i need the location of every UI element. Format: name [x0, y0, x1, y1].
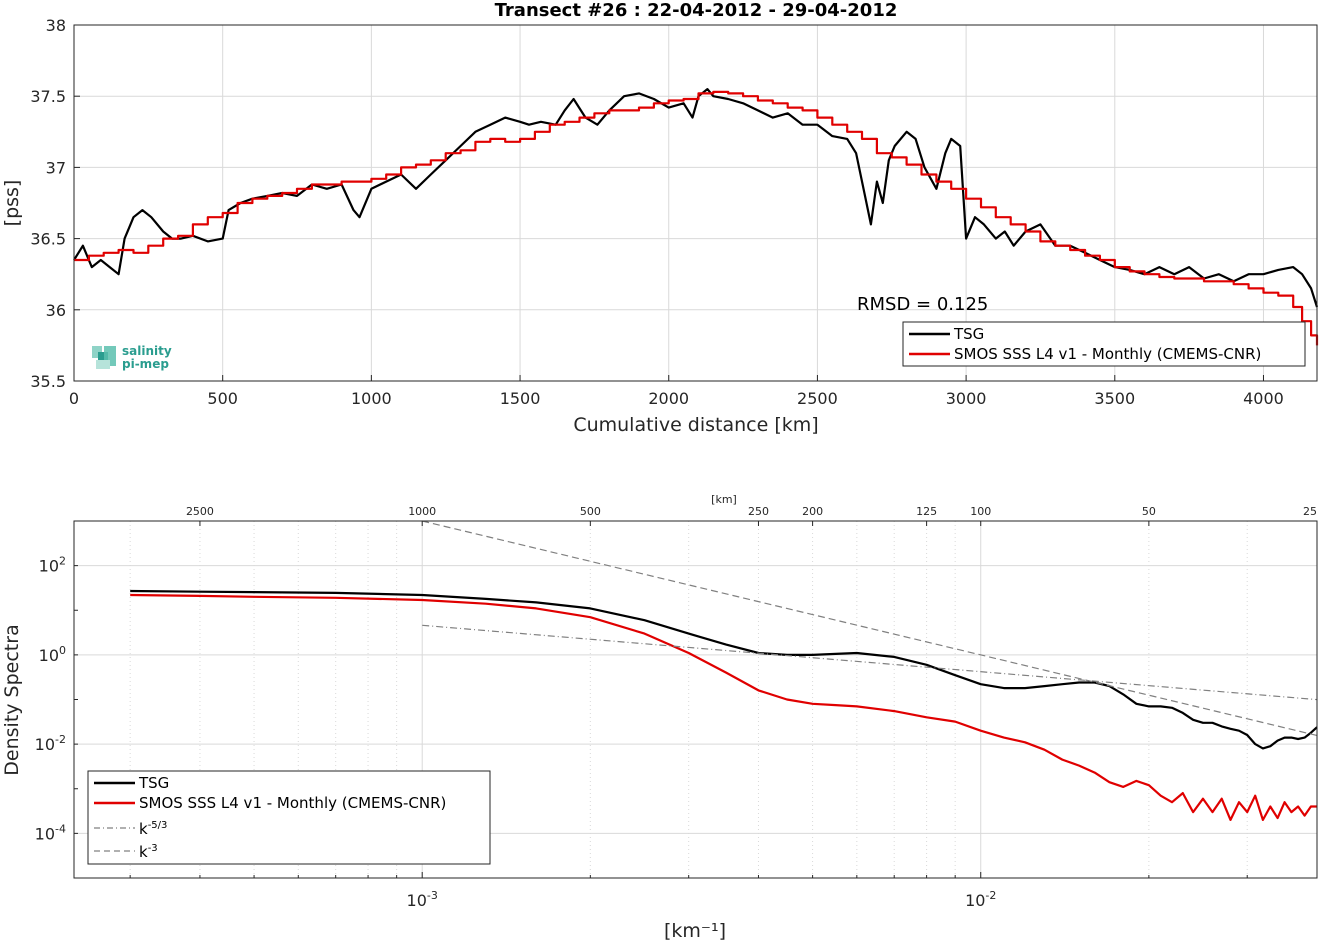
- chart1-xtick-label: 3000: [946, 389, 987, 408]
- salinity-transect-chart: Transect #26 : 22-04-2012 - 29-04-2012 0…: [1, 0, 1319, 436]
- chart1-title: Transect #26 : 22-04-2012 - 29-04-2012: [495, 0, 898, 21]
- rmsd-annotation: RMSD = 0.125: [857, 294, 988, 315]
- k53-base: k: [139, 820, 148, 838]
- k3-base: k: [139, 843, 148, 861]
- chart1-xtick-label: 500: [207, 389, 238, 408]
- chart2-ytick-label: 10-4: [35, 822, 66, 843]
- chart2-xlabel: [km⁻¹]: [664, 920, 726, 942]
- k53-exp: -5/3: [148, 820, 168, 831]
- chart1-frame: [73, 24, 1318, 382]
- chart2-legend-box: [87, 770, 491, 865]
- chart2-ytick-label: 102: [39, 555, 66, 576]
- chart1-ylabel: [pss]: [1, 180, 23, 227]
- chart2-legend-smos: SMOS SSS L4 v1 - Monthly (CMEMS-CNR): [139, 794, 446, 812]
- chart2-series-k3: [422, 520, 1318, 737]
- chart1-xtick-label: 3500: [1094, 389, 1135, 408]
- chart2-top-axis-label: [km]: [711, 493, 737, 506]
- chart2-ytick-exp: 2: [59, 555, 66, 568]
- chart1-grid: [74, 25, 1317, 381]
- chart2-xtick-exp: -3: [427, 889, 438, 902]
- chart2-ytick-base: 10: [35, 735, 55, 754]
- chart2-series: [130, 520, 1318, 821]
- k3-exp: -3: [148, 843, 158, 854]
- chart1-series: [73, 88, 1319, 346]
- chart2-series-tsg: [130, 589, 1318, 750]
- chart1-xlabel: Cumulative distance [km]: [573, 414, 818, 436]
- chart1-series-smos: [74, 90, 1319, 346]
- chart2-ytick-exp: -2: [55, 733, 66, 746]
- chart2-top-tick-label: 250: [748, 505, 769, 518]
- chart1-ytick-label: 35.5: [30, 372, 66, 391]
- chart2-xtick-label: 10-2: [965, 889, 996, 910]
- chart2-ytick-base: 10: [35, 824, 55, 843]
- chart1-xtick-label: 1500: [500, 389, 541, 408]
- chart1-xtick-label: 1000: [351, 389, 392, 408]
- chart2-ytick-base: 10: [39, 646, 59, 665]
- chart2-ytick-exp: 0: [59, 644, 66, 657]
- chart1-ytick-label: 37: [46, 158, 66, 177]
- chart1-ticks: 0 500 1000 1500 2000 2500 3000 3500 4000 35.5 36 36…: [30, 16, 1283, 408]
- chart2-xtick-base: 10: [407, 891, 427, 910]
- chart2-series-smos: [130, 593, 1317, 821]
- chart1-xtick-label: 0: [69, 389, 79, 408]
- chart2-xtick-exp: -2: [985, 889, 996, 902]
- chart1-xtick-label: 4000: [1243, 389, 1284, 408]
- logo-word-1: salinity: [122, 344, 172, 358]
- chart2-xtick-label: 10-3: [407, 889, 438, 910]
- logo-word-2: pi-mep: [122, 357, 169, 371]
- logo-block-4: [96, 360, 110, 369]
- chart2-series-k53: [422, 624, 1318, 701]
- chart2-legend-k53: k-5/3: [139, 820, 167, 838]
- chart1-ytick-label: 38: [46, 16, 66, 35]
- chart1-legend-box: [902, 321, 1306, 367]
- chart2-ylabel: Density Spectra: [1, 624, 23, 775]
- logo-block-1: [92, 346, 102, 358]
- chart1-xtick-label: 2500: [797, 389, 838, 408]
- chart2-ytick-exp: -4: [55, 822, 66, 835]
- chart1-ytick-label: 37.5: [30, 87, 66, 106]
- chart2-top-tick-label: 500: [580, 505, 601, 518]
- chart2-legend: TSG SMOS SSS L4 v1 - Monthly (CMEMS-CNR)…: [87, 770, 491, 865]
- chart2-legend-k3: k-3: [139, 843, 158, 861]
- logo-block-2: [98, 352, 108, 364]
- chart2-ytick-label: 100: [39, 644, 66, 665]
- chart2-top-tick-label: 25: [1303, 505, 1317, 518]
- chart2-top-tick-label: 125: [916, 505, 937, 518]
- chart2-ytick-label: 10-2: [35, 733, 66, 754]
- chart2-ytick-base: 10: [39, 557, 59, 576]
- chart1-xtick-label: 2000: [648, 389, 689, 408]
- chart2-top-tick-label: 1000: [408, 505, 436, 518]
- chart2-top-tick-label: 2500: [186, 505, 214, 518]
- chart2-xtick-base: 10: [965, 891, 985, 910]
- chart1-legend-smos: SMOS SSS L4 v1 - Monthly (CMEMS-CNR): [954, 345, 1261, 363]
- chart2-top-tick-label: 100: [970, 505, 991, 518]
- chart1-legend-tsg: TSG: [953, 325, 984, 343]
- salinity-pi-mep-logo: salinity pi-mep: [92, 344, 172, 371]
- chart2-top-tick-label: 50: [1142, 505, 1156, 518]
- chart1-legend: TSG SMOS SSS L4 v1 - Monthly (CMEMS-CNR): [902, 321, 1306, 367]
- chart1-ytick-label: 36.5: [30, 230, 66, 249]
- chart1-ytick-label: 36: [46, 301, 66, 320]
- chart2-top-tick-label: 200: [802, 505, 823, 518]
- chart2-legend-tsg: TSG: [138, 774, 169, 792]
